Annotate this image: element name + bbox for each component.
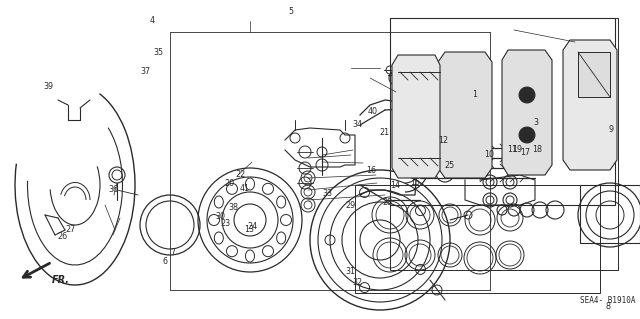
Text: 40: 40 xyxy=(367,107,378,115)
Text: 28: 28 xyxy=(382,198,392,207)
Bar xyxy=(355,185,600,293)
Text: 8: 8 xyxy=(605,302,611,311)
Text: 3: 3 xyxy=(534,118,539,127)
Text: 18: 18 xyxy=(532,145,543,154)
Text: SEA4- B1910A: SEA4- B1910A xyxy=(580,296,636,305)
Circle shape xyxy=(519,87,535,103)
Text: 27: 27 xyxy=(65,225,76,234)
Text: 32: 32 xyxy=(352,278,362,287)
Text: 19: 19 xyxy=(512,145,522,154)
Text: 22: 22 xyxy=(236,170,246,179)
Text: 17: 17 xyxy=(520,148,530,157)
Text: 13: 13 xyxy=(244,225,255,234)
Text: 41: 41 xyxy=(239,184,250,193)
Bar xyxy=(578,52,610,97)
Text: 31: 31 xyxy=(346,267,356,276)
Text: 6: 6 xyxy=(163,257,168,266)
Text: 10: 10 xyxy=(484,150,494,159)
Polygon shape xyxy=(392,55,440,178)
Polygon shape xyxy=(563,40,617,170)
Text: 36: 36 xyxy=(109,185,119,194)
Text: 38: 38 xyxy=(228,204,238,212)
Text: 24: 24 xyxy=(248,222,258,231)
Text: 35: 35 xyxy=(154,48,164,57)
Text: 39: 39 xyxy=(44,82,54,91)
Text: 20: 20 xyxy=(224,179,234,188)
Text: FR.: FR. xyxy=(52,275,70,285)
Text: 9: 9 xyxy=(609,125,614,134)
Text: 11: 11 xyxy=(507,145,517,154)
Polygon shape xyxy=(502,50,552,175)
Text: 4: 4 xyxy=(150,16,155,25)
Bar xyxy=(580,185,640,243)
Text: 23: 23 xyxy=(220,219,230,228)
Text: 12: 12 xyxy=(438,136,449,145)
Text: 34: 34 xyxy=(352,120,362,129)
Text: 1: 1 xyxy=(472,90,477,99)
Text: 33: 33 xyxy=(323,189,333,198)
Text: 5: 5 xyxy=(289,7,294,16)
Text: 29: 29 xyxy=(346,201,356,210)
Text: 15: 15 xyxy=(410,178,420,187)
Text: 16: 16 xyxy=(366,166,376,175)
Text: 26: 26 xyxy=(58,232,68,241)
Circle shape xyxy=(519,127,535,143)
Polygon shape xyxy=(438,52,492,178)
Text: 7: 7 xyxy=(170,248,175,256)
Text: 14: 14 xyxy=(390,181,401,189)
Text: 21: 21 xyxy=(379,128,389,137)
Text: 25: 25 xyxy=(445,161,455,170)
Text: 37: 37 xyxy=(141,67,151,76)
Text: 30: 30 xyxy=(215,212,225,221)
